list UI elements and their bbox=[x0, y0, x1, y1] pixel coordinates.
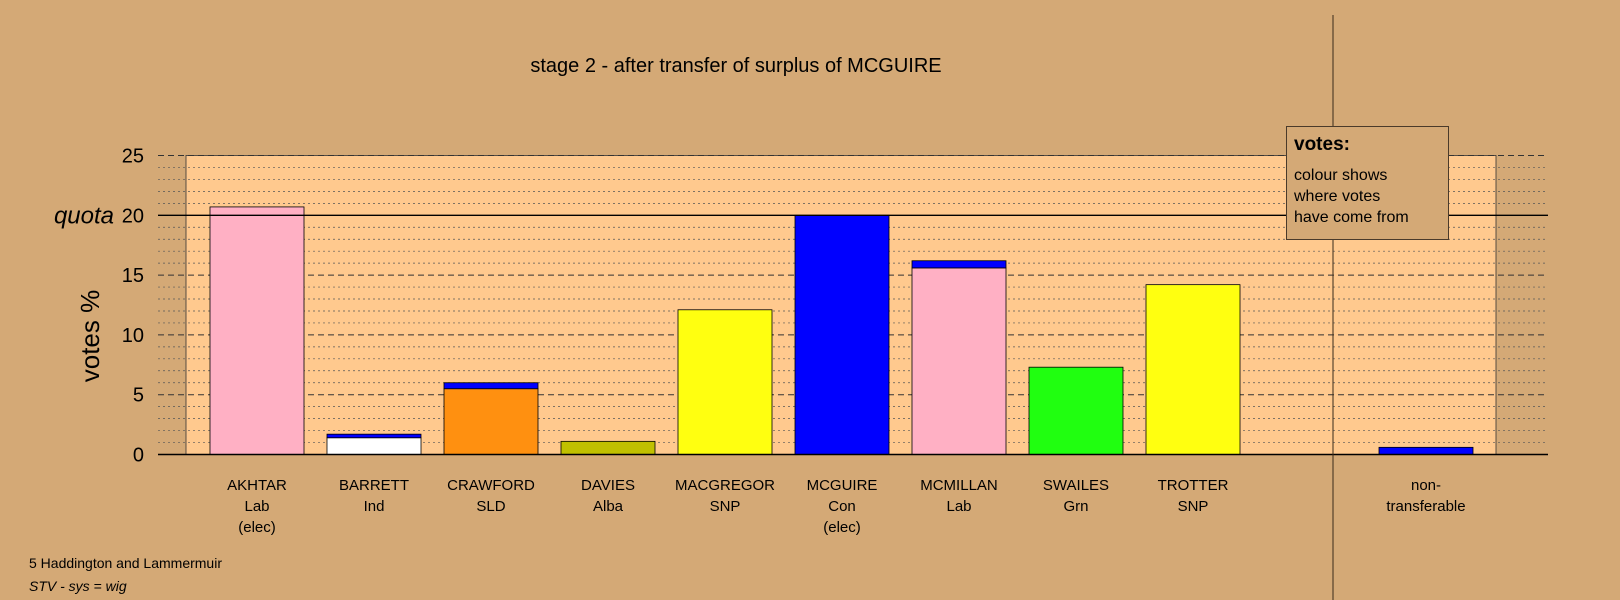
bar-segment-mcmillan bbox=[911, 267, 1007, 455]
party-label: Alba bbox=[593, 498, 624, 515]
party-label: Lab bbox=[244, 498, 269, 515]
legend: votes: colour shows where votes have com… bbox=[1286, 126, 1449, 240]
bar-segment-mcguire bbox=[794, 214, 890, 455]
party-label: SNP bbox=[710, 498, 741, 515]
bar-segment-mcmillan bbox=[911, 260, 1007, 269]
party-label: Lab bbox=[946, 498, 971, 515]
bar-segment-crawford bbox=[443, 388, 539, 455]
bar-segment-trotter bbox=[1145, 284, 1241, 455]
y-tick-label: 5 bbox=[133, 385, 144, 407]
candidate-name-label: MCMILLAN bbox=[920, 477, 998, 494]
system-label: STV - sys = wig bbox=[29, 578, 127, 594]
y-axis-label: votes % bbox=[75, 290, 105, 383]
candidate-name-label: DAVIES bbox=[581, 477, 635, 494]
party-label: Ind bbox=[364, 498, 385, 515]
non-transferable-label-2: transferable bbox=[1386, 498, 1465, 515]
candidate-name-label: MCGUIRE bbox=[807, 477, 878, 494]
bar-segment-macgregor bbox=[677, 309, 773, 455]
y-tick-label: 20 bbox=[122, 205, 144, 227]
quota-label: quota bbox=[54, 202, 114, 229]
non-transferable-label-1: non- bbox=[1411, 477, 1441, 494]
legend-line-2: where votes bbox=[1294, 188, 1381, 205]
elected-label: (elec) bbox=[823, 519, 861, 536]
legend-line-3: have come from bbox=[1294, 209, 1409, 226]
party-label: SNP bbox=[1178, 498, 1209, 515]
party-label: Con bbox=[828, 498, 856, 515]
bar-segment-barrett bbox=[326, 437, 422, 455]
y-tick-label: 0 bbox=[133, 445, 144, 467]
bar-segment-davies bbox=[560, 440, 656, 455]
legend-title: votes: bbox=[1294, 134, 1350, 155]
party-label: SLD bbox=[476, 498, 505, 515]
candidate-name-label: TROTTER bbox=[1158, 477, 1229, 494]
candidate-name-label: CRAWFORD bbox=[447, 477, 535, 494]
y-tick-label: 10 bbox=[122, 325, 144, 347]
party-label: Grn bbox=[1063, 498, 1088, 515]
y-tick-label: 15 bbox=[122, 265, 144, 287]
bar-segment-akhtar bbox=[209, 206, 305, 455]
candidate-name-label: BARRETT bbox=[339, 477, 409, 494]
candidate-name-label: SWAILES bbox=[1043, 477, 1109, 494]
bar-segment-swailes bbox=[1028, 366, 1124, 455]
bar-segment-crawford bbox=[443, 382, 539, 390]
y-tick-label: 25 bbox=[122, 146, 144, 168]
candidate-name-label: AKHTAR bbox=[227, 477, 287, 494]
chart-title: stage 2 - after transfer of surplus of M… bbox=[530, 55, 941, 77]
candidate-name-label: MACGREGOR bbox=[675, 477, 775, 494]
constituency-label: 5 Haddington and Lammermuir bbox=[29, 555, 222, 571]
bar-non-transferable bbox=[1378, 446, 1474, 455]
legend-line-1: colour shows bbox=[1294, 167, 1388, 184]
bar-segment-barrett bbox=[326, 433, 422, 439]
elected-label: (elec) bbox=[238, 519, 276, 536]
